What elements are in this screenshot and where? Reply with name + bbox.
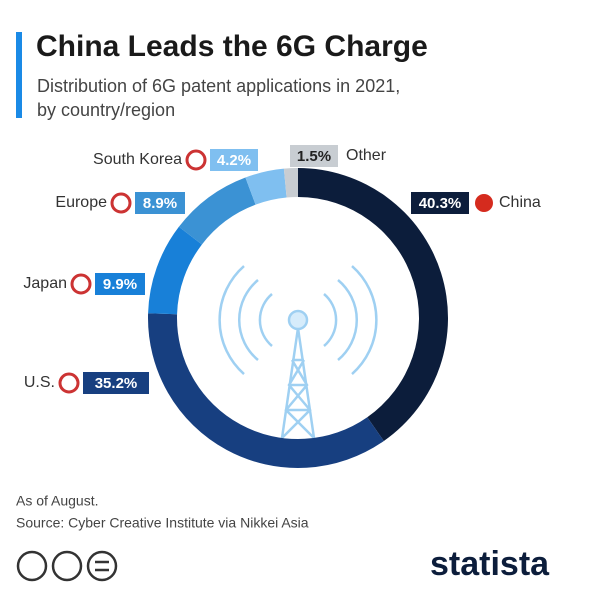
title-accent: [16, 32, 22, 118]
category-label: South Korea: [93, 151, 182, 168]
note: As of August.: [16, 493, 99, 509]
flag: [185, 149, 207, 171]
flag: [110, 192, 132, 214]
value-box: [135, 192, 185, 214]
category-label: Japan: [23, 275, 67, 292]
value-box: [95, 273, 145, 295]
category-label: Other: [346, 147, 387, 164]
value-box: [411, 192, 469, 214]
source: Source: Cyber Creative Institute via Nik…: [16, 515, 309, 531]
donut-segment: [283, 168, 298, 198]
value-box: [290, 145, 338, 167]
chart-subtitle: by country/region: [37, 100, 175, 120]
donut-segment: [245, 168, 287, 205]
donut-segment: [148, 313, 384, 468]
flag: [58, 372, 80, 394]
value-label: 9.9%: [103, 276, 137, 293]
value-label: 35.2%: [95, 375, 138, 392]
donut-segment: [178, 177, 256, 245]
value-label: 8.9%: [143, 195, 177, 212]
value-box: [210, 149, 258, 171]
donut-segment: [148, 226, 202, 315]
category-label: China: [499, 194, 541, 211]
value-label: 40.3%: [419, 195, 462, 212]
value-label: 1.5%: [297, 148, 331, 165]
logo: statista: [430, 545, 550, 583]
category-label: Europe: [55, 194, 107, 211]
license-icons: [16, 550, 118, 582]
chart-subtitle: Distribution of 6G patent applications i…: [37, 76, 400, 96]
flag: [475, 194, 493, 212]
value-label: 4.2%: [217, 152, 251, 169]
category-label: U.S.: [24, 374, 55, 391]
tower-icon: [218, 265, 378, 439]
chart-title: China Leads the 6G Charge: [36, 30, 428, 63]
donut-segment: [298, 168, 449, 441]
value-box: [83, 372, 149, 394]
flag: [70, 273, 92, 295]
